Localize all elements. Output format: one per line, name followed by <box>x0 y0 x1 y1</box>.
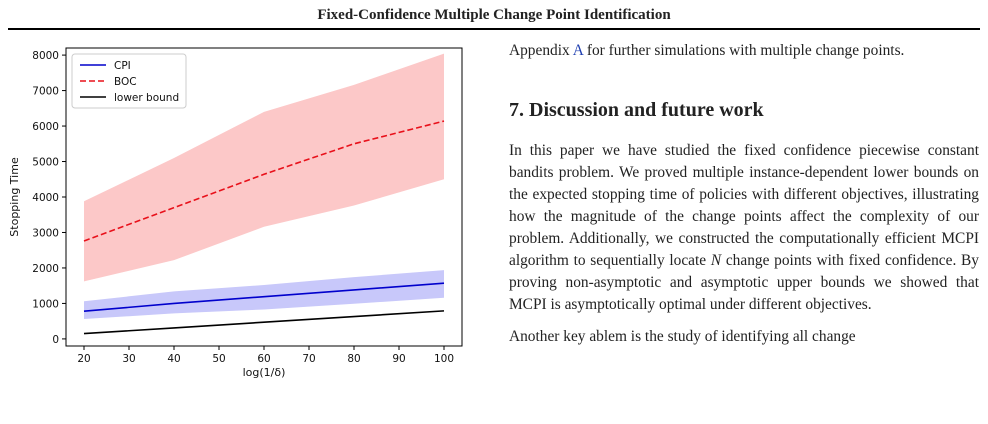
series-line-boc <box>83 120 445 242</box>
y-tick-label: 2000 <box>32 263 59 275</box>
paragraph-discussion: In this paper we have studied the fixed … <box>509 142 979 313</box>
x-tick-label: 30 <box>122 353 135 365</box>
legend: CPI BOC lower bound <box>71 53 187 109</box>
paragraph-next: Another key ablem is the study of identi… <box>509 328 856 345</box>
y-tick-label: 4000 <box>32 192 59 204</box>
series-line-cpi <box>83 282 445 313</box>
paragraph-appendix-ref: Appendix A for further simulations with … <box>509 40 979 62</box>
y-tick-label: 3000 <box>32 227 59 239</box>
y-tick-label: 6000 <box>32 121 59 133</box>
x-axis-label: log(1/δ) <box>243 366 286 379</box>
confidence-band-cpi <box>84 270 444 320</box>
x-tick-label: 50 <box>212 353 225 365</box>
series-line-lower-bound <box>83 310 445 335</box>
x-tick-label: 90 <box>392 353 405 365</box>
y-tick-label: 8000 <box>32 50 59 62</box>
x-tick-label: 40 <box>167 353 180 365</box>
y-tick-label: 1000 <box>32 298 59 310</box>
confidence-band-boc <box>84 53 444 282</box>
header-rule <box>8 28 980 30</box>
y-tick-label: 7000 <box>32 86 59 98</box>
legend-label: BOC <box>114 76 137 88</box>
x-tick-label: 80 <box>347 353 360 365</box>
x-tick-label: 60 <box>257 353 270 365</box>
plot-frame <box>65 47 463 347</box>
x-tick-label: 20 <box>77 353 90 365</box>
legend-label: CPI <box>114 60 131 72</box>
running-title: Fixed-Confidence Multiple Change Point I… <box>317 7 671 23</box>
legend-label: lower bound <box>114 92 179 104</box>
legend-box <box>71 53 187 109</box>
y-tick-label: 5000 <box>32 157 59 169</box>
paragraph-text: for further simulations with multiple ch… <box>582 42 905 59</box>
y-tick-label: 0 <box>52 334 59 346</box>
paragraph-text: Appendix <box>509 42 573 59</box>
appendix-link[interactable]: A <box>572 42 583 59</box>
y-axis-label: Stopping Time <box>8 157 21 237</box>
right-column: Appendix A for further simulations with … <box>509 40 979 348</box>
section-heading: 7. Discussion and future work <box>509 99 764 121</box>
math-n: N <box>710 252 722 269</box>
stopping-time-chart: 0 1000 2000 3000 4000 5000 6000 7000 8000 20 30 40 5… <box>8 47 463 379</box>
x-tick-label: 70 <box>302 353 315 365</box>
x-tick-label: 100 <box>434 353 454 365</box>
